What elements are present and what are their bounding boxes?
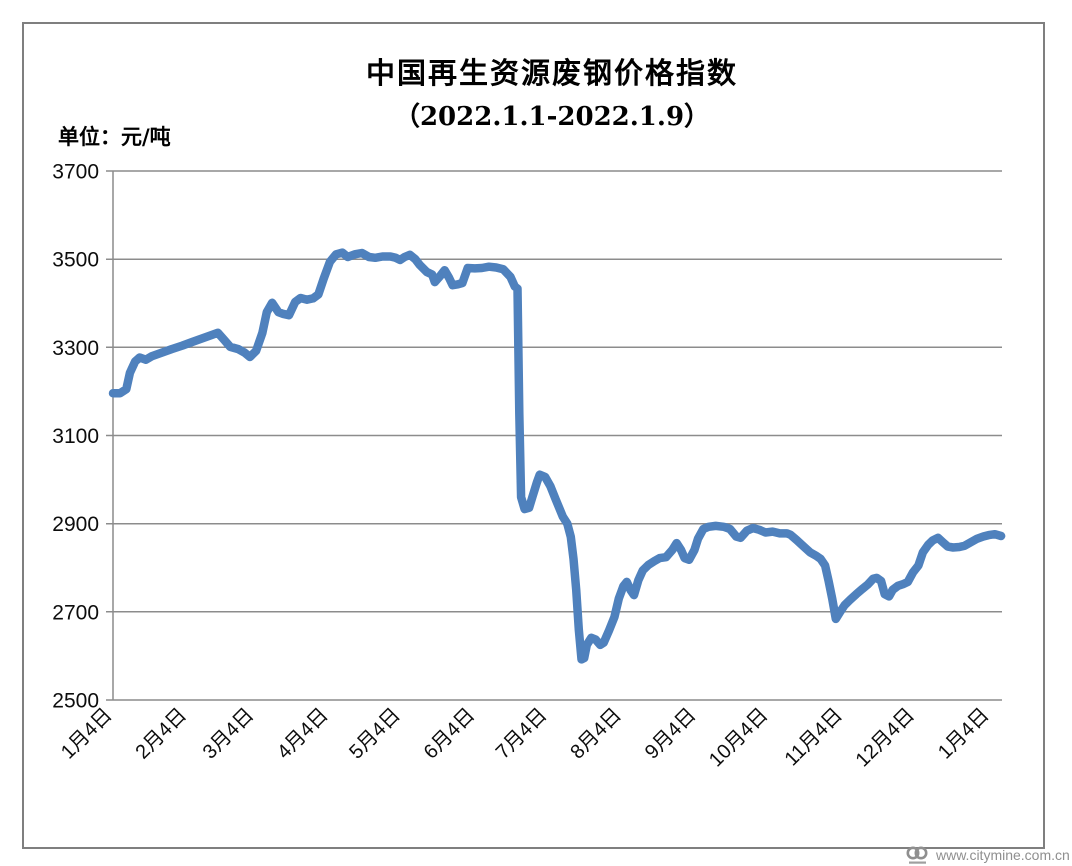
y-tick-label: 3300 (52, 337, 99, 360)
watermark-url: www.citymine.com.cn (936, 847, 1070, 863)
x-tick-label: 1月4日 (934, 704, 994, 764)
x-tick-label: 9月4日 (641, 704, 701, 764)
x-tick-label: 3月4日 (199, 704, 259, 764)
x-tick-label: 2月4日 (131, 704, 191, 764)
citymine-logo-icon (906, 846, 928, 864)
x-tick-label: 4月4日 (273, 704, 333, 764)
y-tick-label: 2700 (52, 601, 99, 624)
watermark: www.citymine.com.cn (903, 845, 1070, 865)
x-tick-label: 12月4日 (852, 704, 919, 771)
x-tick-label: 6月4日 (420, 704, 480, 764)
y-tick-label: 3700 (52, 161, 99, 184)
y-tick-label: 2900 (52, 513, 99, 536)
x-tick-label: 8月4日 (566, 704, 626, 764)
x-tick-label: 10月4日 (705, 704, 772, 771)
chart-subtitle-date-range: （2022.1.1-2022.1.9） (393, 102, 711, 132)
unit-label: 单位：元/吨 (58, 124, 171, 149)
y-tick-label: 2500 (52, 690, 99, 713)
y-tick-label: 3500 (52, 249, 99, 272)
x-tick-label: 5月4日 (345, 704, 405, 764)
chart-title: 中国再生资源废钢价格指数 (365, 56, 738, 90)
price-index-series-line (108, 248, 1006, 664)
x-tick-label: 1月4日 (57, 704, 117, 764)
x-tick-label: 11月4日 (781, 704, 847, 770)
y-tick-label: 3100 (52, 425, 99, 448)
x-tick-label: 7月4日 (492, 704, 552, 764)
